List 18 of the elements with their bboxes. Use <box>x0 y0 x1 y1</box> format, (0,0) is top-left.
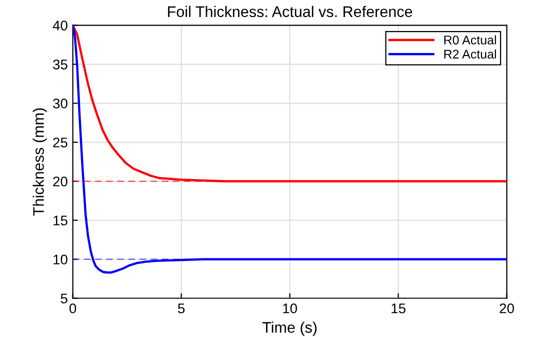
y-axis-title: Thickness (mm) <box>32 108 47 216</box>
legend-label: R0 Actual <box>444 35 496 44</box>
x-axis-title: Time (s) <box>262 322 317 336</box>
y-tick-label: 35 <box>53 60 68 70</box>
y-tick-label: 30 <box>53 98 68 108</box>
y-tick-label: 15 <box>54 216 68 226</box>
y-tick-label: 40 <box>52 20 68 30</box>
y-tick-label: 10 <box>54 254 68 264</box>
x-tick-label: 5 <box>178 304 185 314</box>
x-tick-label: 0 <box>69 303 76 314</box>
y-tick-label: 5 <box>60 294 68 304</box>
y-tick-label: 20 <box>53 176 68 186</box>
chart-title: Foil Thickness: Actual vs. Reference <box>168 6 412 18</box>
x-tick-label: 20 <box>500 303 514 314</box>
x-tick-label: 10 <box>283 303 297 314</box>
x-tick-label: 15 <box>392 304 406 314</box>
y-tick-label: 25 <box>53 138 68 148</box>
legend-label: R2 Actual <box>444 49 496 59</box>
